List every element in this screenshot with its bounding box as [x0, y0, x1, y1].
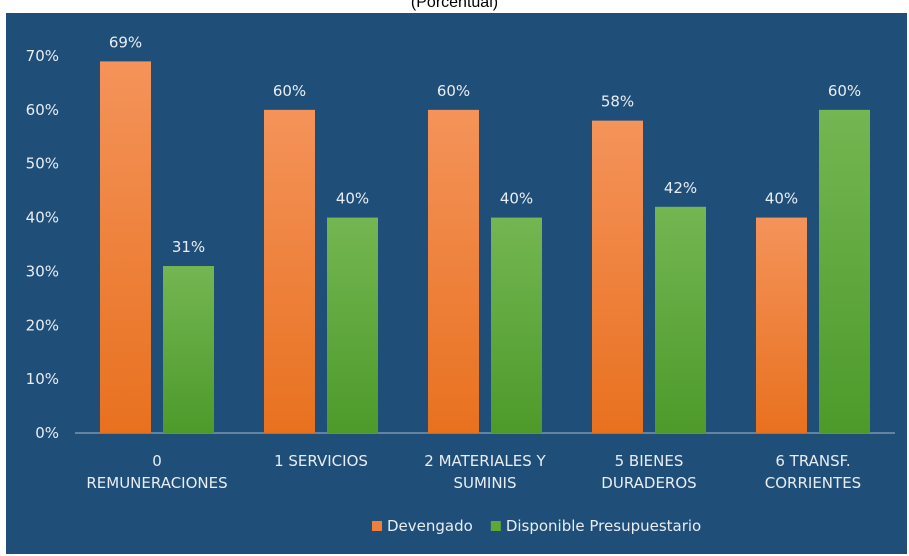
data-label: 40% [336, 190, 369, 208]
y-tick-label: 0% [35, 424, 59, 442]
data-label: 60% [273, 82, 306, 100]
legend-swatch [490, 521, 501, 531]
x-category-label: 2 MATERIALES Y SUMINIS [424, 452, 546, 492]
bar-disponible [819, 109, 870, 433]
bar-disponible [327, 217, 378, 433]
data-label: 40% [765, 190, 798, 208]
data-label: 60% [828, 82, 861, 100]
x-category-label: 1 SERVICIOS [274, 452, 368, 470]
x-category-label: 6 TRANSF. CORRIENTES [765, 452, 861, 492]
bar-devengado [264, 109, 315, 433]
legend-label: Disponible Presupuestario [506, 517, 701, 535]
bar-disponible [491, 217, 542, 433]
bar-devengado [100, 61, 151, 434]
data-label: 69% [109, 33, 142, 51]
bar-devengado [592, 120, 643, 433]
bars: 69% 31% 60% 40% 60% 40% 58% 42% 40% 60% [100, 33, 870, 434]
y-tick-label: 60% [26, 101, 59, 119]
data-label: 42% [664, 179, 697, 197]
data-label: 60% [437, 82, 470, 100]
y-tick-label: 50% [26, 155, 59, 173]
chart-subtitle: (Porcentual) [410, 0, 499, 11]
x-category-label: 5 BIENES DURADEROS [601, 452, 696, 492]
data-label: 58% [601, 93, 634, 111]
y-tick-label: 10% [26, 370, 59, 388]
bar-devengado [428, 109, 479, 433]
legend: Devengado Disponible Presupuestario [372, 517, 701, 535]
legend-label: Devengado [387, 517, 473, 535]
bar-disponible [655, 206, 706, 433]
bar-disponible [163, 266, 214, 433]
bar-devengado [756, 217, 807, 433]
x-category-label: 0 REMUNERACIONES [86, 452, 227, 492]
y-tick-label: 30% [26, 262, 59, 280]
y-tick-label: 70% [26, 47, 59, 65]
data-label: 40% [500, 190, 533, 208]
legend-swatch [372, 521, 382, 531]
x-axis: 0 REMUNERACIONES 1 SERVICIOS 2 MATERIALES Y… [86, 452, 861, 492]
y-tick-label: 20% [26, 316, 59, 334]
data-label: 31% [172, 238, 205, 256]
y-tick-label: 40% [26, 209, 59, 227]
